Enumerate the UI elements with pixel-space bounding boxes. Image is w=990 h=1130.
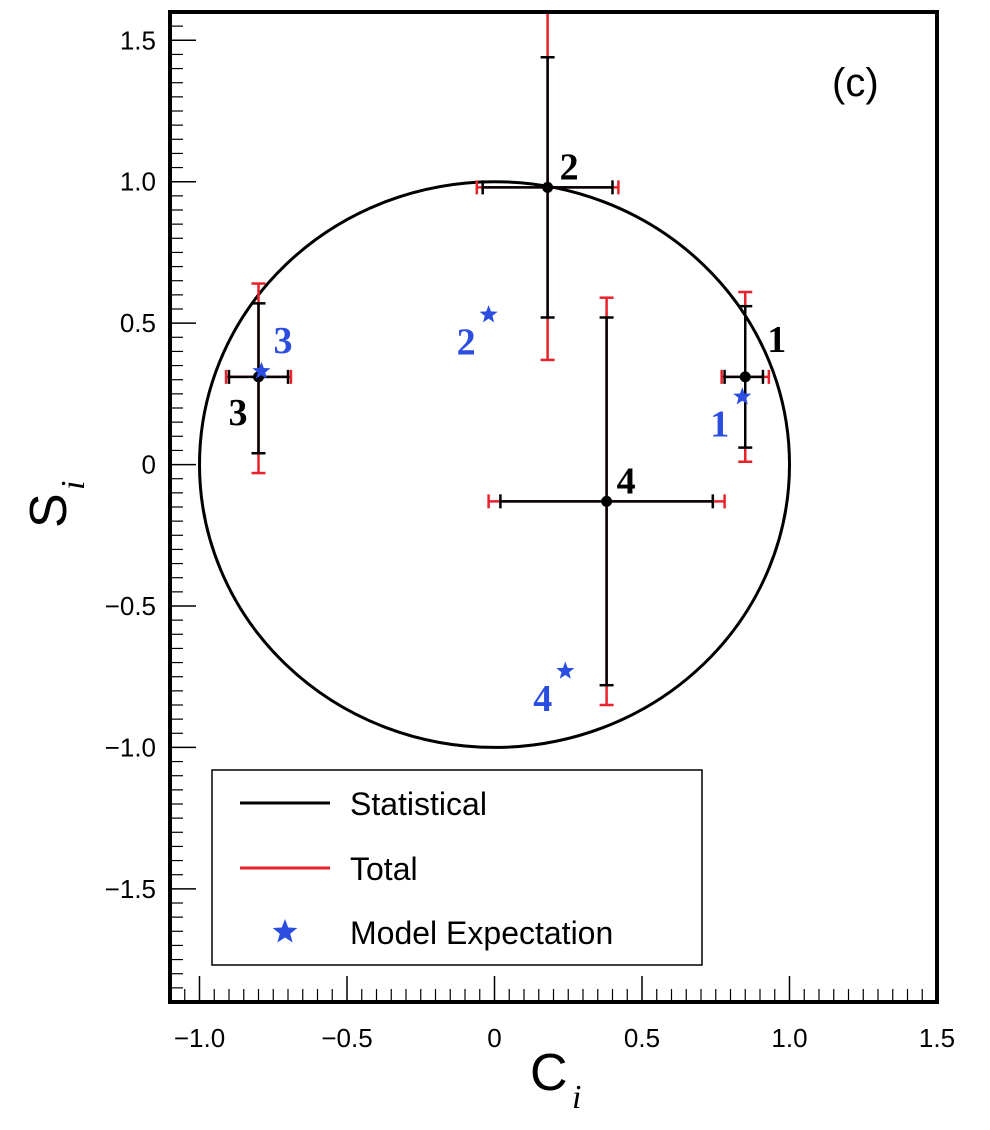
measurement-point-1 <box>739 371 751 383</box>
svg-text:i: i <box>55 481 92 490</box>
x-tick-label: 0.5 <box>624 1023 660 1053</box>
model-expectation-label-1: 1 <box>710 404 729 446</box>
legend-statistical-label: Statistical <box>350 786 487 822</box>
panel-label: (c) <box>832 61 879 105</box>
svg-text:i: i <box>572 1079 581 1116</box>
unit-circle <box>198 180 791 749</box>
model-expectation-label-4: 4 <box>533 678 552 720</box>
y-tick-label: 0 <box>142 450 156 480</box>
model-expectation-star-2 <box>479 305 498 323</box>
measurement-label-3: 3 <box>229 392 248 434</box>
svg-text:S: S <box>20 493 78 528</box>
measurement-label-2: 2 <box>560 146 579 188</box>
y-axis-title: S i <box>20 481 92 528</box>
x-tick-label: 1.0 <box>771 1023 807 1053</box>
y-tick-label: −1.0 <box>105 732 156 762</box>
y-tick-label: 0.5 <box>120 308 156 338</box>
x-tick-label: 1.5 <box>919 1023 955 1053</box>
legend: Statistical Total Model Expectation <box>211 769 703 966</box>
x-tick-label: 0 <box>487 1023 501 1053</box>
model-expectation-label-2: 2 <box>457 322 476 364</box>
model-expectation-star-4 <box>556 661 575 679</box>
y-tick-label: 1.0 <box>120 167 156 197</box>
y-tick-label: −1.5 <box>105 874 156 904</box>
plot-frame <box>168 10 939 1004</box>
legend-total-label: Total <box>350 851 418 887</box>
measurement-point-2 <box>542 181 554 193</box>
x-tick-label: −0.5 <box>321 1023 372 1053</box>
measurement-label-4: 4 <box>617 460 636 502</box>
x-tick-label: −1.0 <box>174 1023 225 1053</box>
legend-model-swatch <box>272 919 298 943</box>
measurement-label-1: 1 <box>767 319 786 361</box>
svg-text:C: C <box>530 1044 568 1102</box>
y-tick-label: −0.5 <box>105 591 156 621</box>
legend-model-label: Model Expectation <box>350 915 613 951</box>
y-tick-label: 1.5 <box>120 25 156 55</box>
model-expectation-label-3: 3 <box>273 320 292 362</box>
x-axis-title: C i <box>530 1044 581 1116</box>
model-expectation-star-3 <box>252 361 271 379</box>
model-expectation-star-1 <box>733 387 752 405</box>
measurement-point-4 <box>601 495 613 507</box>
